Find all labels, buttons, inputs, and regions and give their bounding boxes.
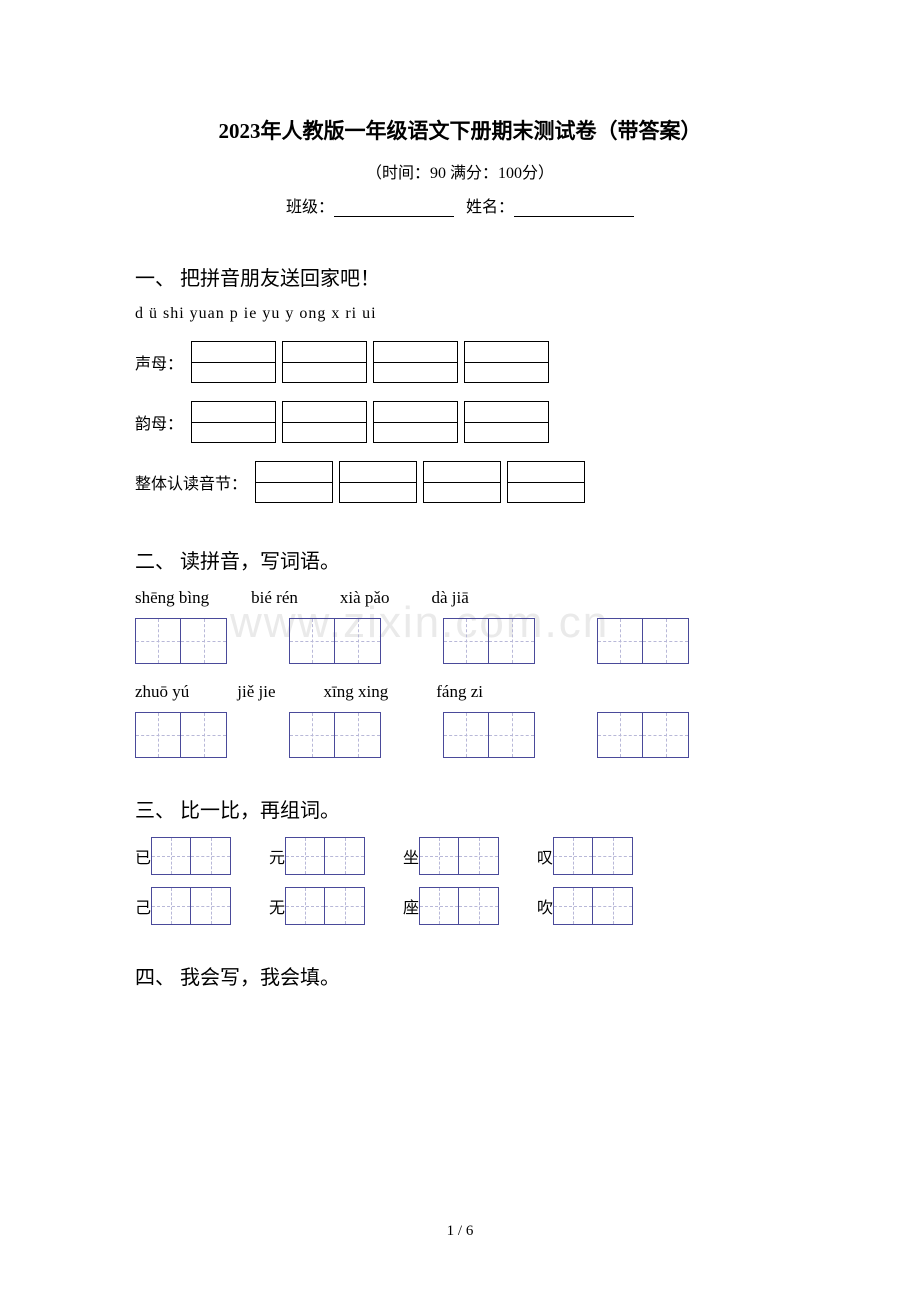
tianzi-box	[289, 712, 335, 758]
answer-cell	[373, 401, 458, 443]
section-3-heading: 三、 比一比，再组词。	[135, 794, 785, 823]
tianzi-row-2	[135, 712, 785, 758]
tianzi-box	[597, 618, 643, 664]
tianzi-box	[285, 887, 325, 925]
name-label: 姓名：	[466, 199, 514, 216]
tianzi-box	[191, 887, 231, 925]
pinyin-word: bié rén	[251, 588, 298, 608]
answer-cell	[464, 341, 549, 383]
answer-cell	[507, 461, 585, 503]
pinyin-word: jiě jie	[237, 682, 275, 702]
compare-char: 己	[135, 894, 151, 918]
zhengti-row: 整体认读音节：	[135, 461, 785, 503]
compare-row-1: 已 元 坐 叹	[135, 837, 785, 875]
shengmu-row: 声母：	[135, 341, 785, 383]
answer-cell	[339, 461, 417, 503]
answer-cell	[282, 401, 367, 443]
tianzi-box	[335, 618, 381, 664]
tianzi-row-1	[135, 618, 785, 664]
tianzi-box	[285, 837, 325, 875]
page-footer: 1 / 6	[0, 1223, 920, 1240]
tianzi-box	[135, 712, 181, 758]
answer-cell	[282, 341, 367, 383]
tianzi-box	[643, 712, 689, 758]
tianzi-box	[459, 887, 499, 925]
section-4-heading: 四、 我会写，我会填。	[135, 961, 785, 990]
tianzi-box	[643, 618, 689, 664]
compare-char: 吹	[537, 894, 553, 918]
pinyin-word: fáng zi	[436, 682, 483, 702]
tianzi-box	[325, 887, 365, 925]
tianzi-box	[181, 712, 227, 758]
tianzi-box	[459, 837, 499, 875]
shengmu-label: 声母：	[135, 350, 183, 374]
tianzi-box	[419, 837, 459, 875]
compare-row-2: 己 无 座 吹	[135, 887, 785, 925]
compare-char: 元	[269, 844, 285, 868]
tianzi-box	[135, 618, 181, 664]
answer-cell	[423, 461, 501, 503]
tianzi-box	[151, 887, 191, 925]
answer-cell	[191, 341, 276, 383]
tianzi-box	[489, 712, 535, 758]
tianzi-box	[443, 712, 489, 758]
tianzi-box	[593, 887, 633, 925]
compare-char: 叹	[537, 844, 553, 868]
exam-subtitle: （时间：90 满分：100分）	[135, 159, 785, 183]
tianzi-box	[553, 887, 593, 925]
section-1-pinyin-list: d ü shi yuan p ie yu y ong x ri ui	[135, 305, 785, 323]
pinyin-word: dà jiā	[431, 588, 468, 608]
compare-char: 座	[403, 894, 419, 918]
answer-cell	[373, 341, 458, 383]
tianzi-box	[553, 837, 593, 875]
pinyin-word: xià pǎo	[340, 588, 390, 608]
compare-char: 坐	[403, 844, 419, 868]
tianzi-box	[181, 618, 227, 664]
answer-cell	[464, 401, 549, 443]
tianzi-box	[151, 837, 191, 875]
section-2-pinyin-row-2: zhuō yú jiě jie xīng xing fáng zi	[135, 682, 785, 702]
yunmu-row: 韵母：	[135, 401, 785, 443]
pinyin-word: xīng xing	[324, 682, 389, 702]
class-blank	[334, 199, 454, 217]
tianzi-box	[325, 837, 365, 875]
tianzi-box	[289, 618, 335, 664]
compare-char: 已	[135, 844, 151, 868]
zhengti-label: 整体认读音节：	[135, 470, 247, 494]
name-blank	[514, 199, 634, 217]
page-title: 2023年人教版一年级语文下册期末测试卷（带答案）	[135, 115, 785, 145]
student-info-line: 班级： 姓名：	[135, 193, 785, 217]
section-2-pinyin-row-1: shēng bìng bié rén xià pǎo dà jiā	[135, 588, 785, 608]
pinyin-word: shēng bìng	[135, 588, 209, 608]
pinyin-word: zhuō yú	[135, 682, 189, 702]
tianzi-box	[593, 837, 633, 875]
section-2-heading: 二、 读拼音，写词语。	[135, 545, 785, 574]
section-1-heading: 一、 把拼音朋友送回家吧！	[135, 262, 785, 291]
tianzi-box	[335, 712, 381, 758]
tianzi-box	[443, 618, 489, 664]
class-label: 班级：	[286, 199, 334, 216]
tianzi-box	[191, 837, 231, 875]
tianzi-box	[597, 712, 643, 758]
tianzi-box	[419, 887, 459, 925]
answer-cell	[255, 461, 333, 503]
answer-cell	[191, 401, 276, 443]
compare-char: 无	[269, 894, 285, 918]
yunmu-label: 韵母：	[135, 410, 183, 434]
tianzi-box	[489, 618, 535, 664]
